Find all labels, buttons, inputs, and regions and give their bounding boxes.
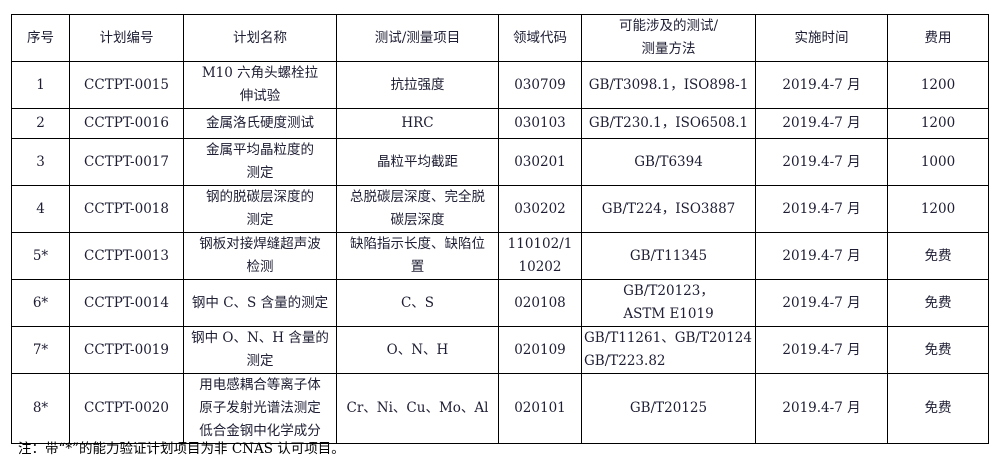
cell-serial-number: 8* [11, 373, 70, 444]
cell-test-method: GB/T6394 [581, 138, 756, 186]
cell-field-code: 030202 [498, 185, 582, 233]
cell-fee: 1200 [887, 185, 989, 233]
cell-schedule: 2019.4-7 月 [755, 108, 888, 139]
cell-test-method: GB/T3098.1，ISO898-1 [581, 61, 756, 109]
header-plan-name: 计划名称 [183, 14, 337, 62]
table-row: 1 CCTPT-0015 M10 六角头螺栓拉 伸试验 抗拉强度 030709 GB/T3… [11, 61, 989, 109]
cell-test-item: O、N、H [336, 326, 499, 374]
cell-serial-number: 6* [11, 279, 70, 327]
cell-test-method: GB/T20123， ASTM E1019 [581, 279, 756, 327]
cell-fee: 1200 [887, 61, 989, 109]
cell-plan-code: CCTPT-0020 [69, 373, 184, 444]
table-row: 8* CCTPT-0020 用电感耦合等离子体 原子发射光谱法测定 低合金钢中化学成… [11, 373, 989, 444]
cell-fee: 1000 [887, 138, 989, 186]
cell-field-code: 020108 [498, 279, 582, 327]
cell-schedule: 2019.4-7 月 [755, 373, 888, 444]
cell-field-code: 020109 [498, 326, 582, 374]
cell-field-code: 030201 [498, 138, 582, 186]
header-plan-code: 计划编号 [69, 14, 184, 62]
cell-plan-name: 用电感耦合等离子体 原子发射光谱法测定 低合金钢中化学成分 [183, 373, 337, 444]
cell-plan-name: 金属平均晶粒度的 测定 [183, 138, 337, 186]
cell-test-method: GB/T11261、GB/T20124 GB/T223.82 [581, 326, 756, 374]
cell-serial-number: 5* [11, 232, 70, 280]
cell-fee: 免费 [887, 373, 989, 444]
cell-fee: 免费 [887, 326, 989, 374]
cell-serial-number: 2 [11, 108, 70, 139]
cell-plan-name: 钢的脱碳层深度的 测定 [183, 185, 337, 233]
cell-test-item: 缺陷指示长度、缺陷位 置 [336, 232, 499, 280]
cell-serial-number: 7* [11, 326, 70, 374]
table-row: 4 CCTPT-0018 钢的脱碳层深度的 测定 总脱碳层深度、完全脱 碳层深度 030… [11, 185, 989, 233]
cell-plan-code: CCTPT-0016 [69, 108, 184, 139]
cell-plan-code: CCTPT-0015 [69, 61, 184, 109]
header-test-item: 测试/测量项目 [336, 14, 499, 62]
header-field-code: 领域代码 [498, 14, 582, 62]
cell-field-code: 030709 [498, 61, 582, 109]
cell-schedule: 2019.4-7 月 [755, 61, 888, 109]
header-fee: 费用 [887, 14, 989, 62]
table-row: 2 CCTPT-0016 金属洛氏硬度测试 HRC 030103 GB/T230.1，IS… [11, 108, 989, 139]
table-row: 3 CCTPT-0017 金属平均晶粒度的 测定 晶粒平均截距 030201 GB/T63… [11, 138, 989, 186]
cell-serial-number: 3 [11, 138, 70, 186]
cell-fee: 免费 [887, 232, 989, 280]
cell-plan-name: M10 六角头螺栓拉 伸试验 [183, 61, 337, 109]
cell-test-item: HRC [336, 108, 499, 139]
cell-test-item: 抗拉强度 [336, 61, 499, 109]
cell-fee: 免费 [887, 279, 989, 327]
cell-plan-name: 钢板对接焊缝超声波 检测 [183, 232, 337, 280]
cell-schedule: 2019.4-7 月 [755, 138, 888, 186]
cell-field-code: 110102/1 10202 [498, 232, 582, 280]
cell-serial-number: 1 [11, 61, 70, 109]
cell-plan-name: 金属洛氏硬度测试 [183, 108, 337, 139]
footnote: 注：带“*”的能力验证计划项目为非 CNAS 认可项目。 [18, 441, 345, 457]
cell-plan-name: 钢中 O、N、H 含量的 测定 [183, 326, 337, 374]
cell-plan-code: CCTPT-0014 [69, 279, 184, 327]
cell-test-item: C、S [336, 279, 499, 327]
cell-test-method: GB/T224，ISO3887 [581, 185, 756, 233]
cell-plan-name: 钢中 C、S 含量的测定 [183, 279, 337, 327]
cell-fee: 1200 [887, 108, 989, 139]
cell-schedule: 2019.4-7 月 [755, 279, 888, 327]
cell-plan-code: CCTPT-0013 [69, 232, 184, 280]
cell-schedule: 2019.4-7 月 [755, 232, 888, 280]
cell-serial-number: 4 [11, 185, 70, 233]
cell-schedule: 2019.4-7 月 [755, 185, 888, 233]
cell-test-method: GB/T11345 [581, 232, 756, 280]
cell-plan-code: CCTPT-0019 [69, 326, 184, 374]
header-test-method: 可能涉及的测试/ 测量方法 [581, 14, 756, 62]
cell-field-code: 020101 [498, 373, 582, 444]
table-row: 7* CCTPT-0019 钢中 O、N、H 含量的 测定 O、N、H 020109 GB… [11, 326, 989, 374]
cell-plan-code: CCTPT-0017 [69, 138, 184, 186]
cell-field-code: 030103 [498, 108, 582, 139]
header-schedule: 实施时间 [755, 14, 888, 62]
cell-test-item: 总脱碳层深度、完全脱 碳层深度 [336, 185, 499, 233]
cell-schedule: 2019.4-7 月 [755, 326, 888, 374]
proficiency-testing-table: 序号 计划编号 计划名称 测试/测量项目 领域代码 可能涉及的测试/ 测量方法 实施时间 费用… [11, 14, 989, 444]
table-row: 5* CCTPT-0013 钢板对接焊缝超声波 检测 缺陷指示长度、缺陷位 置 1101… [11, 232, 989, 280]
cell-test-method: GB/T20125 [581, 373, 756, 444]
header-row: 序号 计划编号 计划名称 测试/测量项目 领域代码 可能涉及的测试/ 测量方法 实施时间 费用 [11, 14, 989, 62]
cell-test-item: Cr、Ni、Cu、Mo、Al [336, 373, 499, 444]
cell-plan-code: CCTPT-0018 [69, 185, 184, 233]
header-serial-number: 序号 [11, 14, 70, 62]
table-row: 6* CCTPT-0014 钢中 C、S 含量的测定 C、S 020108 GB/T201… [11, 279, 989, 327]
cell-test-method: GB/T230.1，ISO6508.1 [581, 108, 756, 139]
cell-test-item: 晶粒平均截距 [336, 138, 499, 186]
